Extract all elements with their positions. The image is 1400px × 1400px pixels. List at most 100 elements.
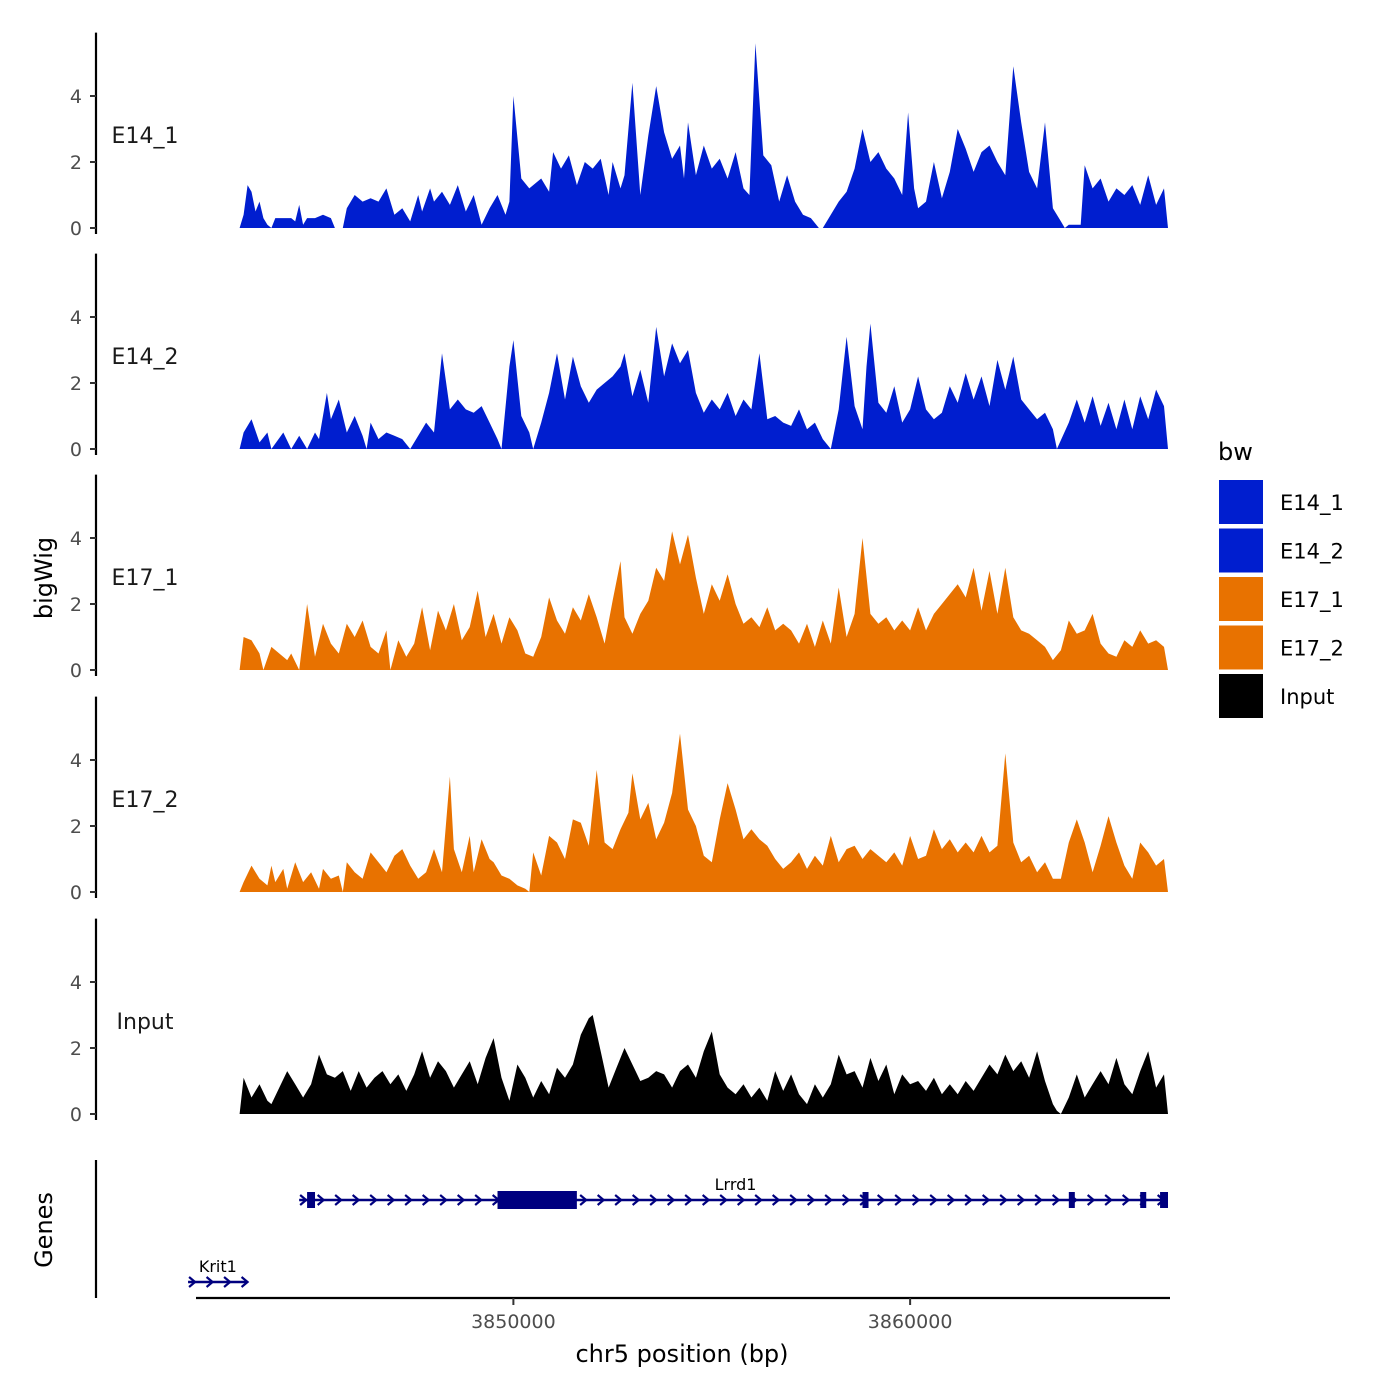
track-label: E17_1 [112, 566, 179, 591]
strand-arrow [719, 1194, 728, 1206]
strand-arrow [946, 1194, 956, 1206]
x-tick-label: 3850000 [471, 1311, 556, 1333]
strand-arrow [240, 1276, 250, 1288]
strand-arrow [754, 1194, 763, 1206]
exon [307, 1192, 316, 1208]
track-e17-1: 0 2 4 E17_1 [70, 474, 1169, 682]
legend-swatch [1219, 577, 1263, 621]
y-tick-label: 4 [70, 528, 82, 550]
genes-axis-title: Genes [30, 1192, 58, 1268]
exon [862, 1192, 869, 1208]
strand-arrow [929, 1194, 938, 1206]
gene-krit1: Krit1 [188, 1257, 250, 1288]
y-tick-label: 0 [70, 218, 82, 240]
track-e14-1: 0 2 4 E14_1 [70, 32, 1169, 240]
legend-title: bw [1218, 438, 1253, 466]
legend-swatch [1219, 480, 1263, 524]
exon [1160, 1192, 1168, 1208]
strand-arrow [999, 1194, 1008, 1206]
tracks-layer: 0 2 4 E14_1 0 2 4 E14_2 0 2 4 E17_1 0 2 4 E17_2 0 2 4 Input [70, 32, 1169, 1126]
x-axis-title: chr5 position (bp) [575, 1340, 788, 1368]
strand-arrow [351, 1194, 361, 1206]
strand-arrow [876, 1194, 886, 1206]
track-e17-2: 0 2 4 E17_2 [70, 696, 1169, 904]
exon [1068, 1192, 1075, 1208]
strand-arrow [439, 1194, 448, 1206]
strand-arrow [456, 1194, 466, 1206]
y-tick-label: 0 [70, 439, 82, 461]
strand-arrow [386, 1194, 396, 1206]
x-axis: 3850000 3860000 [196, 1296, 1170, 1333]
legend-swatch [1219, 625, 1263, 670]
strand-arrow [421, 1194, 431, 1206]
strand-arrow [579, 1194, 588, 1206]
strand-arrow [736, 1194, 746, 1206]
y-tick-label: 4 [70, 86, 82, 108]
legend-label: Input [1280, 685, 1334, 709]
legend-label: E17_1 [1280, 588, 1344, 613]
y-tick-label: 4 [70, 307, 82, 329]
y-tick-label: 2 [70, 816, 82, 838]
strand-arrow [981, 1194, 991, 1206]
strand-arrow [316, 1194, 326, 1206]
coverage-area [239, 1015, 1169, 1114]
strand-arrow [188, 1276, 197, 1288]
strand-arrow [824, 1194, 833, 1206]
strand-arrow [666, 1194, 676, 1206]
strand-arrow [334, 1194, 343, 1206]
legend-entry-e17-1: E17_1 [1219, 577, 1344, 621]
genes-layer: Krit1 Lrrd1 [94, 1160, 1168, 1298]
legend-label: E17_2 [1280, 637, 1344, 662]
strand-arrow [631, 1194, 641, 1206]
strand-arrow [894, 1194, 903, 1206]
legend-entry-e14-1: E14_1 [1219, 480, 1344, 524]
strand-arrow [299, 1194, 308, 1206]
y-tick-label: 4 [70, 750, 82, 772]
track-label: E14_1 [112, 124, 179, 149]
legend-entry-input: Input [1219, 674, 1334, 718]
y-axis-title: bigWig [30, 537, 58, 619]
gene-label: Lrrd1 [715, 1175, 757, 1194]
strand-arrow [1104, 1194, 1113, 1206]
strand-arrow [1034, 1194, 1043, 1206]
legend-label: E14_1 [1280, 491, 1344, 516]
strand-arrow [404, 1194, 413, 1206]
strand-arrow [596, 1194, 606, 1206]
strand-arrow [369, 1194, 378, 1206]
track-e14-2: 0 2 4 E14_2 [70, 253, 1169, 461]
strand-arrow [841, 1194, 851, 1206]
track-input: 0 2 4 Input [70, 918, 1169, 1126]
strand-arrow [806, 1194, 816, 1206]
legend-swatch [1219, 674, 1263, 718]
y-tick-label: 2 [70, 373, 82, 395]
coverage-area [239, 733, 1169, 892]
y-tick-label: 2 [70, 594, 82, 616]
strand-arrow [771, 1194, 781, 1206]
strand-arrow [649, 1194, 658, 1206]
exon [1140, 1192, 1147, 1208]
strand-arrow [1016, 1194, 1026, 1206]
legend-entry-e17-2: E17_2 [1219, 625, 1344, 670]
strand-arrow [684, 1194, 693, 1206]
legend: bw E14_1 E14_2 E17_1 E17_2 Input [1218, 438, 1344, 718]
strand-arrow [205, 1276, 215, 1288]
exon [497, 1191, 577, 1209]
legend-entry-e14-2: E14_2 [1219, 528, 1344, 573]
coverage-area [239, 531, 1169, 670]
y-tick-label: 2 [70, 1038, 82, 1060]
y-tick-label: 0 [70, 1104, 82, 1126]
strand-arrow [789, 1194, 798, 1206]
strand-arrow [1086, 1194, 1096, 1206]
strand-arrow [911, 1194, 921, 1206]
strand-arrow [964, 1194, 973, 1206]
gene-lrrd1: Lrrd1 [299, 1175, 1168, 1209]
strand-arrow [1051, 1194, 1061, 1206]
gene-label: Krit1 [199, 1257, 237, 1276]
track-label: E17_2 [112, 788, 179, 813]
strand-arrow [701, 1194, 711, 1206]
strand-arrow [474, 1194, 483, 1206]
y-tick-label: 0 [70, 882, 82, 904]
legend-label: E14_2 [1280, 540, 1344, 565]
legend-swatch [1219, 528, 1263, 573]
